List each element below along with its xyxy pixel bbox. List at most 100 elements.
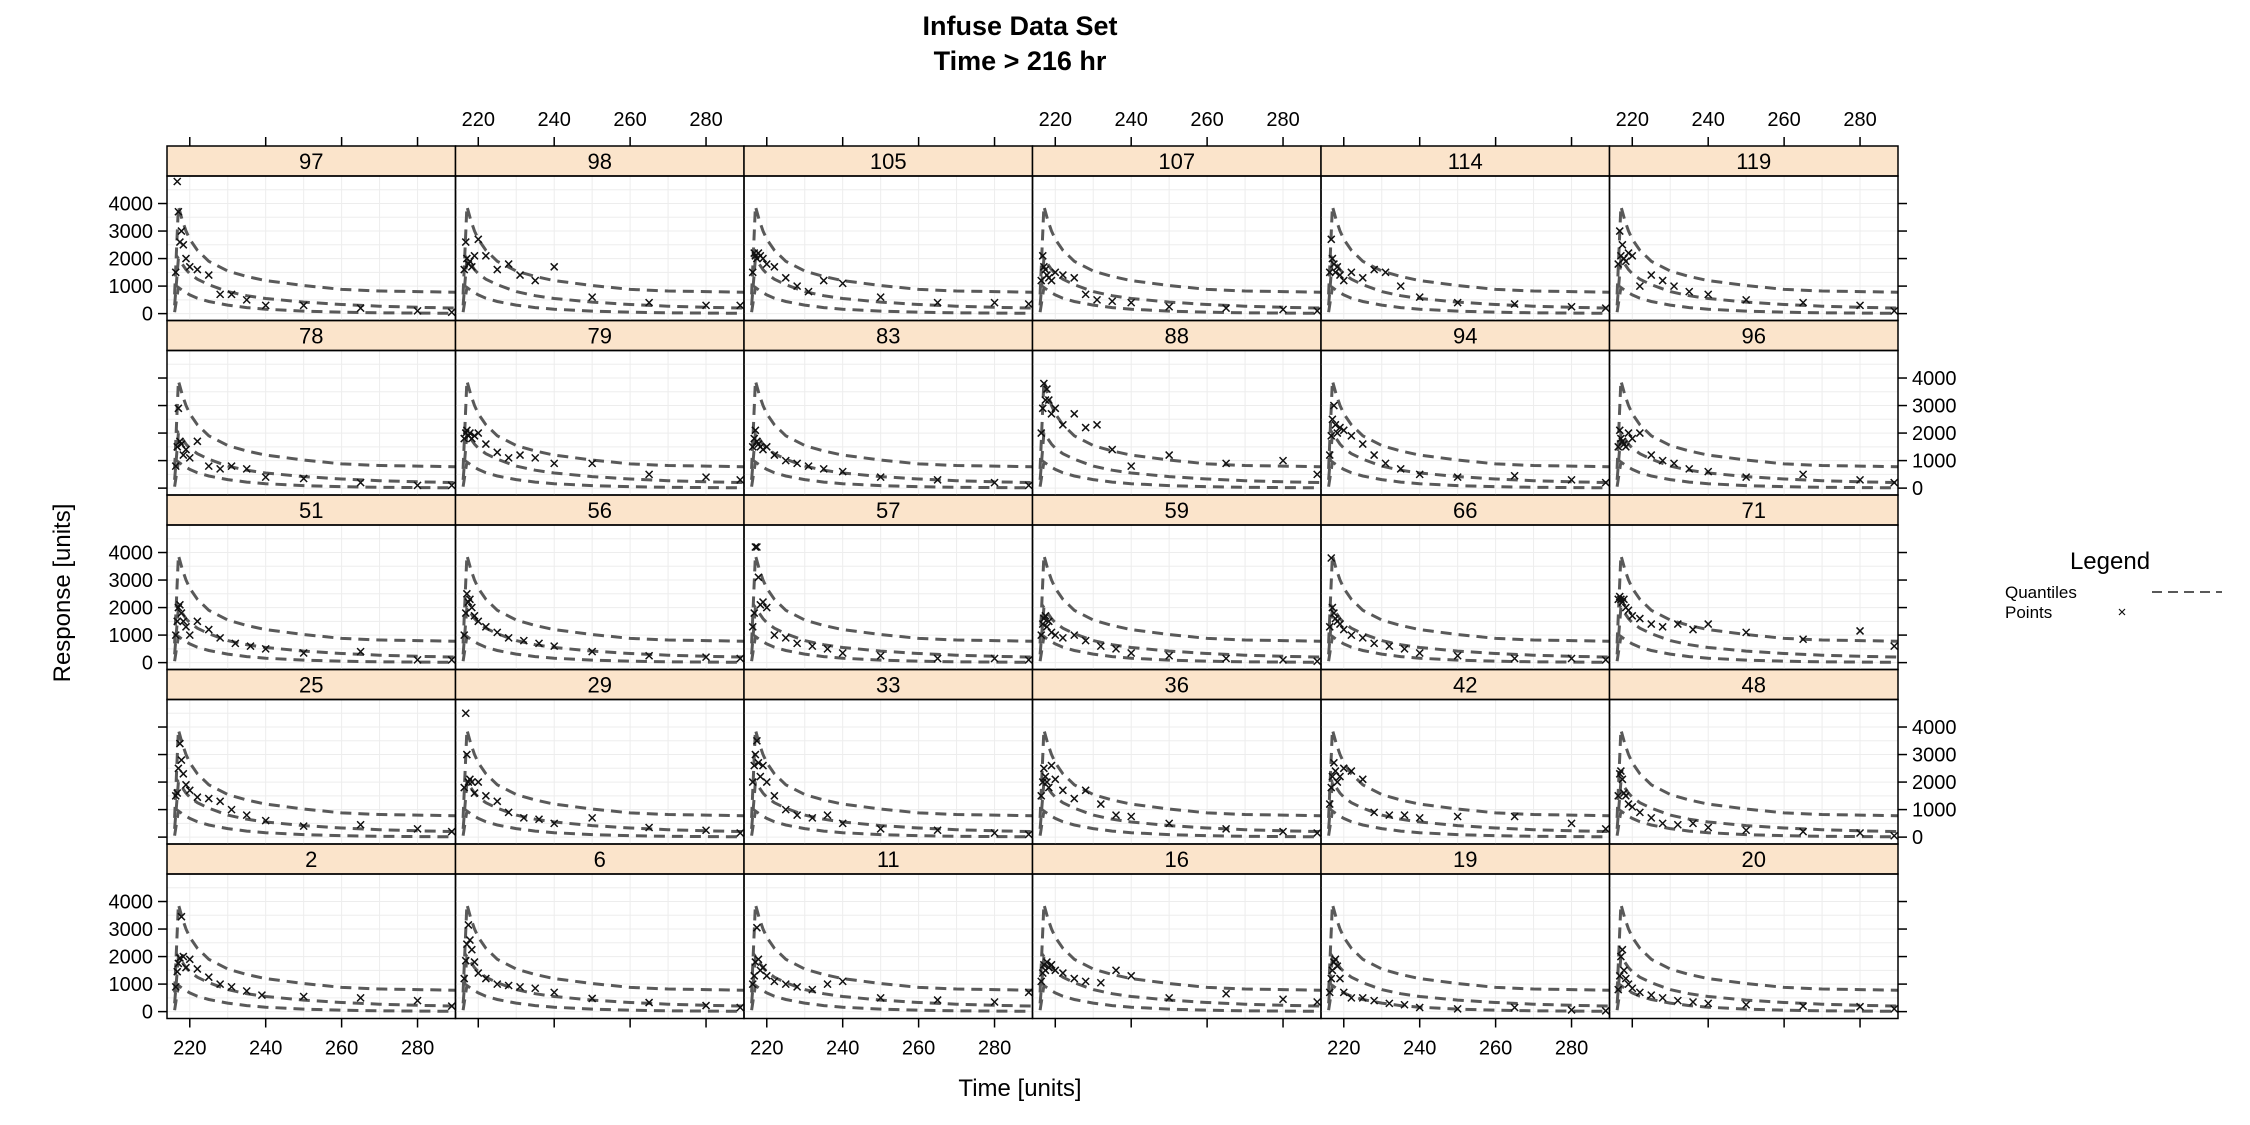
data-point	[1385, 811, 1394, 820]
data-point	[1385, 999, 1394, 1008]
legend: Legend Quantiles Points	[2005, 548, 2222, 622]
panel-105: 105	[743, 137, 1034, 322]
x-tick-label: 280	[401, 1038, 434, 1060]
data-point	[481, 440, 490, 449]
data-point	[193, 437, 202, 446]
data-point	[1510, 471, 1519, 480]
quantile-line-lower	[1327, 808, 1610, 839]
data-point	[748, 622, 757, 631]
data-point	[1685, 464, 1694, 473]
x-tick-label: 220	[173, 1038, 206, 1060]
panel-frame	[1031, 349, 1322, 496]
data-point	[1358, 273, 1367, 282]
strip-label: 59	[1165, 498, 1189, 523]
data-point	[1047, 276, 1056, 285]
data-point	[470, 958, 479, 967]
data-point	[481, 791, 490, 800]
data-point	[227, 982, 236, 991]
data-point	[1313, 306, 1322, 315]
data-point	[1096, 642, 1105, 651]
data-point	[588, 813, 597, 822]
x-tick-label: 260	[1479, 1038, 1512, 1060]
y-tick-label: 2000	[1912, 423, 1957, 445]
data-point	[1628, 984, 1637, 993]
x-tick-label: 240	[1115, 109, 1148, 131]
data-point	[1704, 290, 1713, 299]
strip-label: 29	[588, 673, 612, 698]
x-tick-label: 220	[462, 109, 495, 131]
data-point	[1658, 819, 1667, 828]
data-point	[1704, 823, 1713, 832]
strip-label: 66	[1453, 498, 1477, 523]
data-point	[1510, 654, 1519, 663]
data-point	[216, 980, 225, 989]
quantile-line-median	[461, 428, 745, 485]
quantile-line-upper	[1615, 554, 1899, 644]
data-point	[173, 617, 182, 626]
data-point	[1165, 819, 1174, 828]
data-point	[227, 462, 236, 471]
data-point	[1658, 276, 1667, 285]
data-point	[474, 235, 483, 244]
data-point	[193, 265, 202, 274]
data-point	[481, 622, 490, 631]
strip-94	[1320, 319, 1611, 352]
data-point	[754, 573, 763, 582]
data-point	[461, 956, 470, 965]
data-point	[447, 827, 456, 836]
quantile-line-lower	[173, 808, 456, 839]
data-point	[1325, 622, 1334, 631]
quantile-line-median	[461, 603, 745, 659]
data-point	[177, 912, 186, 921]
panel-56: 56	[454, 494, 745, 671]
data-point	[1567, 302, 1576, 311]
data-point	[933, 996, 942, 1005]
data-point	[1890, 831, 1899, 840]
data-point	[751, 750, 760, 759]
data-point	[1370, 639, 1379, 648]
data-point	[1127, 812, 1136, 821]
strip-label: 25	[299, 673, 323, 698]
data-point	[1510, 299, 1519, 309]
data-point	[1325, 451, 1334, 460]
quantile-line-median	[173, 603, 456, 659]
quantile-line-upper	[1038, 380, 1322, 469]
strip-label: 94	[1453, 324, 1477, 349]
data-point	[1890, 1004, 1899, 1013]
data-point	[702, 826, 711, 835]
data-point	[1327, 553, 1336, 563]
data-point	[990, 654, 999, 663]
panel-11: 11 220 240 260 280	[743, 843, 1034, 1060]
data-point	[1222, 989, 1231, 998]
quantile-line-lower	[173, 459, 456, 490]
data-point	[467, 603, 476, 612]
quantile-line-median	[750, 777, 1033, 834]
data-point	[1601, 478, 1610, 487]
data-point	[1370, 808, 1379, 817]
panel-79: 79	[454, 319, 745, 496]
data-point	[175, 600, 184, 609]
quantile-line-upper	[1327, 554, 1610, 644]
data-point	[1327, 235, 1336, 244]
data-point	[1339, 764, 1348, 773]
data-point	[1601, 1006, 1610, 1015]
data-point	[752, 736, 761, 745]
x-tick-label: 220	[750, 1038, 783, 1060]
quantile-line-median	[750, 952, 1033, 1008]
data-point	[227, 290, 236, 299]
strip-56	[454, 494, 745, 526]
data-point	[261, 816, 270, 825]
quantile-line-upper	[173, 380, 456, 469]
data-point	[216, 633, 225, 642]
data-point	[1339, 276, 1348, 285]
data-point	[181, 622, 191, 631]
data-point	[171, 462, 180, 471]
quantile-line-median	[1327, 952, 1610, 1008]
x-tick-label: 240	[826, 1038, 859, 1060]
data-point	[1704, 620, 1713, 629]
data-point	[758, 598, 768, 607]
data-point	[1279, 995, 1288, 1004]
panel-frame	[1608, 175, 1899, 322]
data-point	[460, 631, 469, 640]
